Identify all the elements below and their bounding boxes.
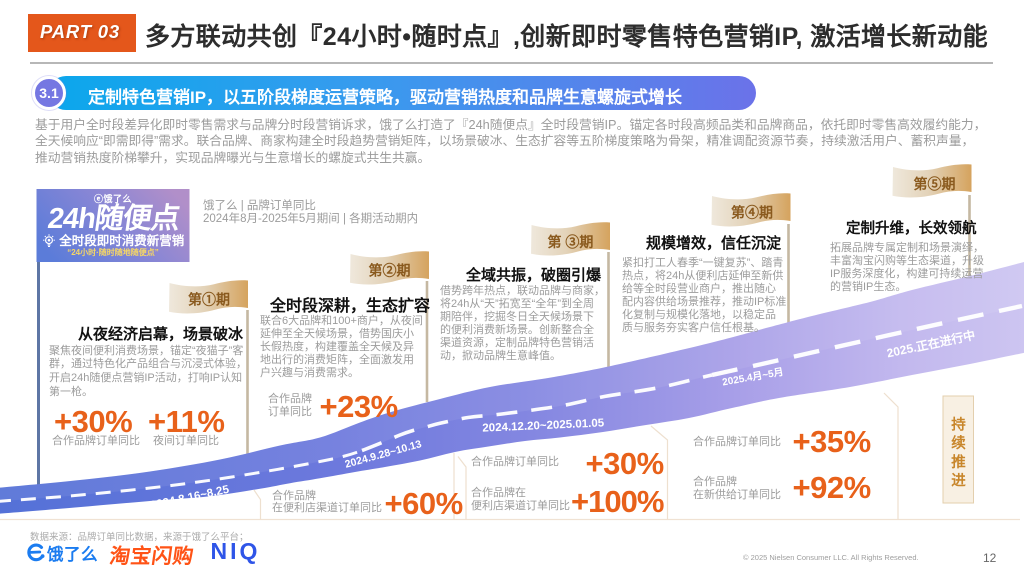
svg-text:第⑤期: 第⑤期 — [914, 176, 956, 192]
svg-text:推: 推 — [951, 453, 966, 471]
svg-text:第④期: 第④期 — [731, 205, 773, 221]
svg-text:第②期: 第②期 — [369, 263, 411, 279]
svg-text:2024.12.20~2025.01.05: 2024.12.20~2025.01.05 — [482, 417, 605, 434]
svg-text:持: 持 — [951, 416, 966, 434]
svg-text:进: 进 — [951, 473, 966, 490]
svg-text:第 ③期: 第 ③期 — [548, 234, 594, 250]
svg-text:续: 续 — [951, 434, 966, 452]
svg-text:第①期: 第①期 — [188, 292, 230, 308]
